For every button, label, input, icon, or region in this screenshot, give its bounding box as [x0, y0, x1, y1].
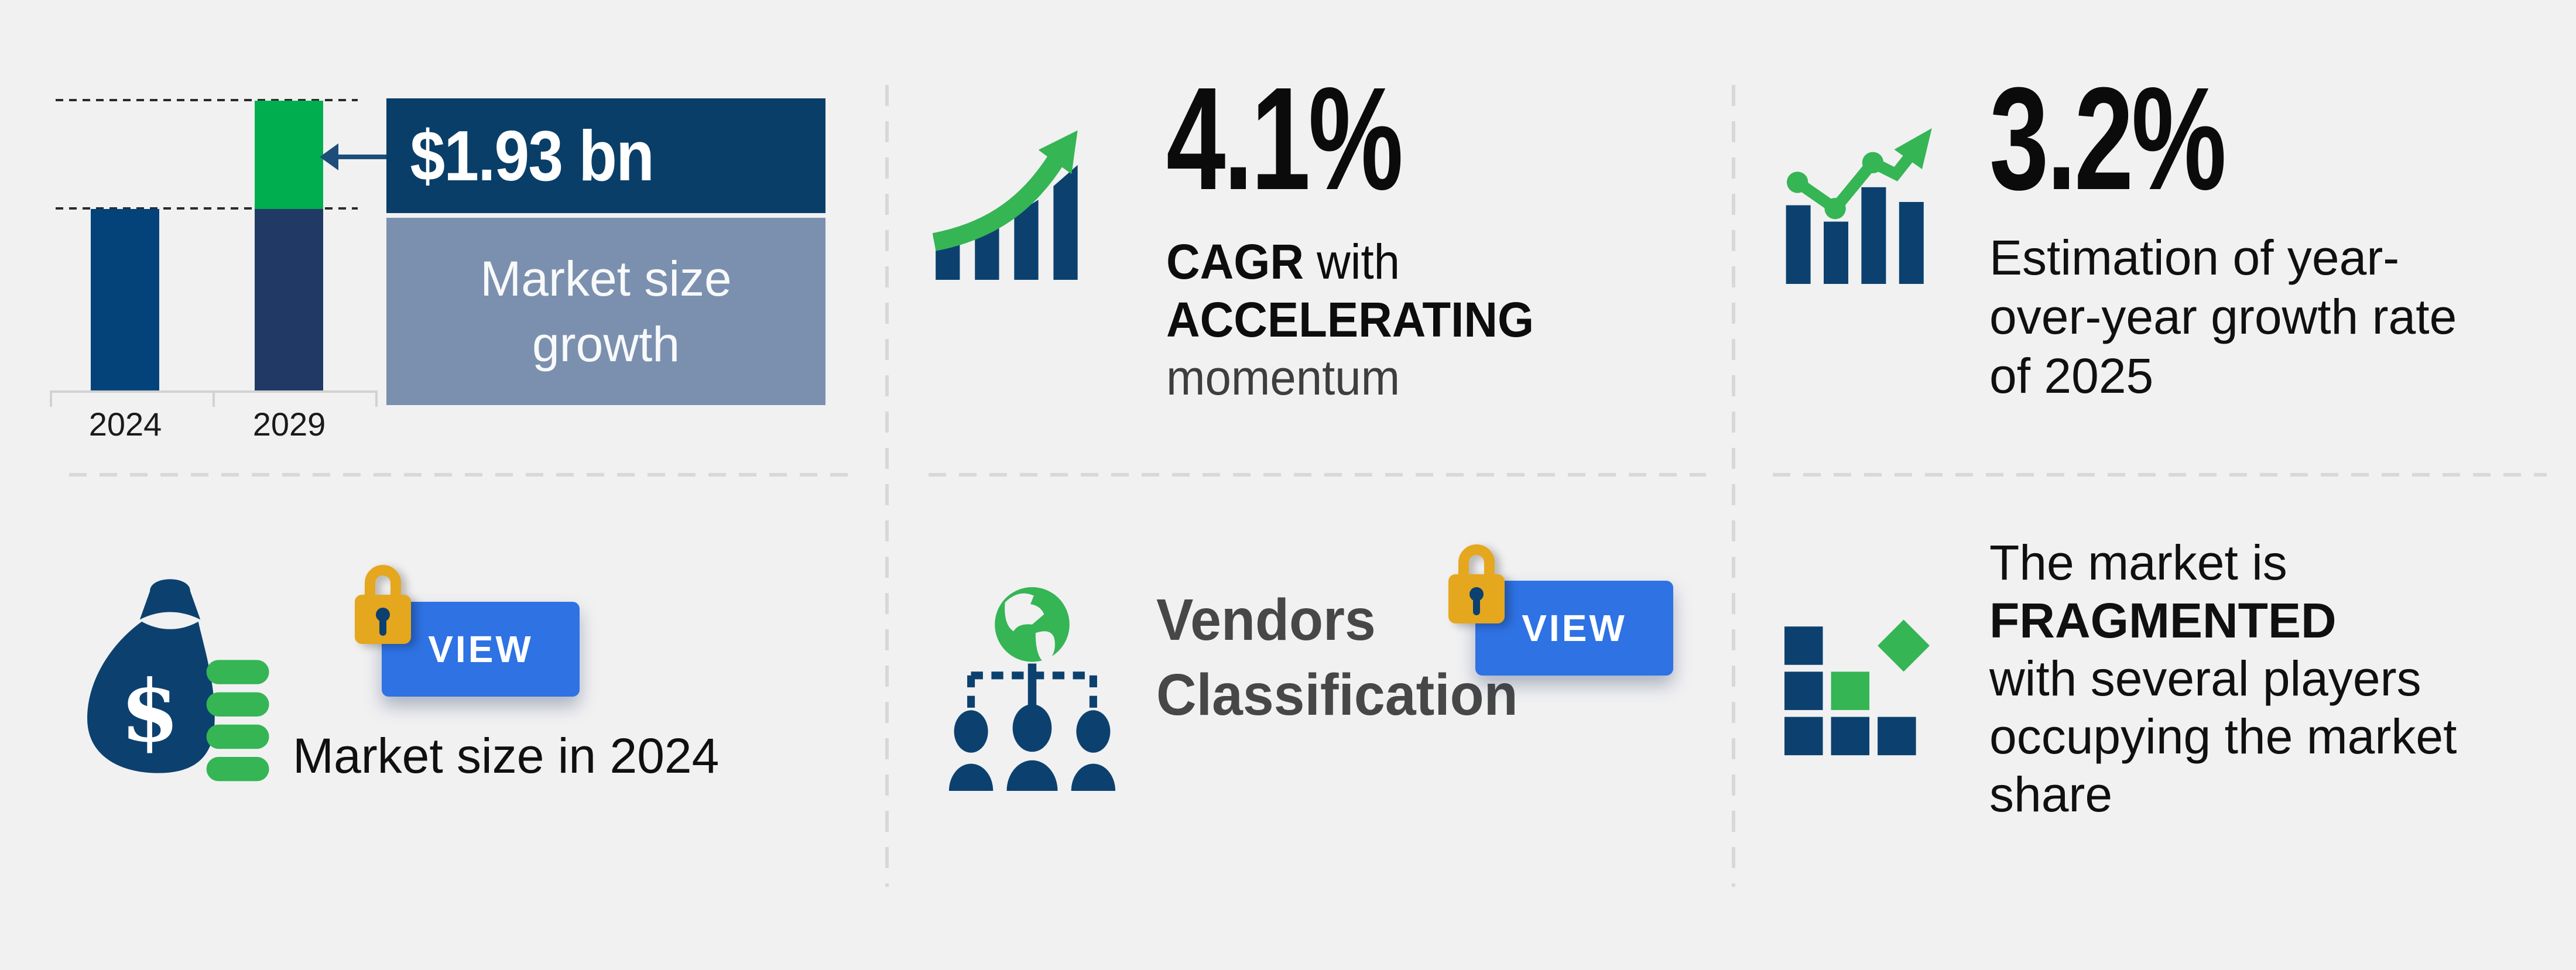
bar-label-2024: 2024 [88, 406, 162, 443]
fragmented-mosaic-icon [1784, 619, 1930, 756]
accelerating-label: ACCELERATING [1166, 292, 1534, 347]
frag-line3: with several players [1989, 651, 2421, 706]
cagr-desc-line3: momentum [1166, 350, 1400, 405]
axis-tick [213, 390, 215, 407]
caption-line2: growth [532, 317, 680, 372]
annotation-arrowhead [320, 143, 338, 170]
cagr-desc-line1: CAGR with [1166, 233, 1534, 291]
vendors-heading-line2: Classification [1156, 662, 1518, 728]
reference-line-2024-level [56, 207, 358, 210]
annotation-arrow [337, 155, 388, 159]
view-button-vendors[interactable]: VIEW [1475, 581, 1673, 676]
market-growth-value-box: $1.93 bn [386, 98, 825, 213]
frag-line4: occupying the market [1989, 709, 2457, 764]
cagr-label: CAGR [1166, 234, 1304, 289]
cagr-description: CAGR with ACCELERATING momentum [1166, 233, 1534, 407]
vertical-divider-1 [885, 85, 889, 887]
market-growth-value: $1.93 bn [410, 116, 654, 196]
horizontal-divider-col3 [1773, 473, 2547, 477]
caption-line1: Market size [480, 251, 732, 306]
view-button-market-size[interactable]: VIEW [382, 602, 580, 697]
trend-line-bars-icon [1786, 128, 1932, 284]
yoy-desc-line3: of 2025 [1989, 348, 2154, 403]
horizontal-divider-col2 [929, 473, 1706, 477]
vendors-network-icon [948, 587, 1116, 791]
yoy-desc-line2: over-year growth rate [1989, 289, 2457, 344]
cagr-rest: with [1303, 234, 1400, 289]
bar-2024 [91, 209, 159, 390]
bar-label-2029: 2029 [252, 406, 326, 443]
frag-line1: The market is [1989, 535, 2287, 590]
yoy-description: Estimation of year- over-year growth rat… [1989, 228, 2457, 406]
fragmented-description: The market is FRAGMENTED with several pl… [1989, 534, 2457, 824]
bar-2029-base [255, 209, 323, 390]
bar-2029-growth-segment [255, 101, 323, 209]
vendors-heading: Vendors Classification [1156, 582, 1518, 732]
market-growth-caption-box: Market size growth [386, 218, 825, 405]
lock-icon [355, 565, 411, 644]
dollar-symbol: $ [121, 661, 180, 761]
axis-tick [50, 390, 52, 407]
horizontal-divider-col1 [69, 473, 857, 477]
vertical-divider-2 [1732, 85, 1735, 887]
frag-line5: share [1989, 767, 2113, 822]
money-bag-icon: $ [87, 579, 269, 782]
vendors-heading-line1: Vendors [1156, 587, 1376, 653]
reference-line-top [56, 99, 358, 101]
cagr-desc-line2: ACCELERATING [1166, 291, 1534, 349]
yoy-stat: 3.2% [1989, 57, 2226, 220]
fragmented-label: FRAGMENTED [1989, 593, 2337, 648]
cagr-stat: 4.1% [1166, 57, 1403, 220]
lock-icon [1448, 544, 1505, 623]
frag-line2: FRAGMENTED [1989, 592, 2457, 650]
yoy-desc-line1: Estimation of year- [1989, 230, 2400, 285]
growth-arrow-bars-icon [933, 130, 1078, 280]
axis-tick [375, 390, 378, 407]
bottom-caption-col1: Market size in 2024 [293, 728, 720, 783]
